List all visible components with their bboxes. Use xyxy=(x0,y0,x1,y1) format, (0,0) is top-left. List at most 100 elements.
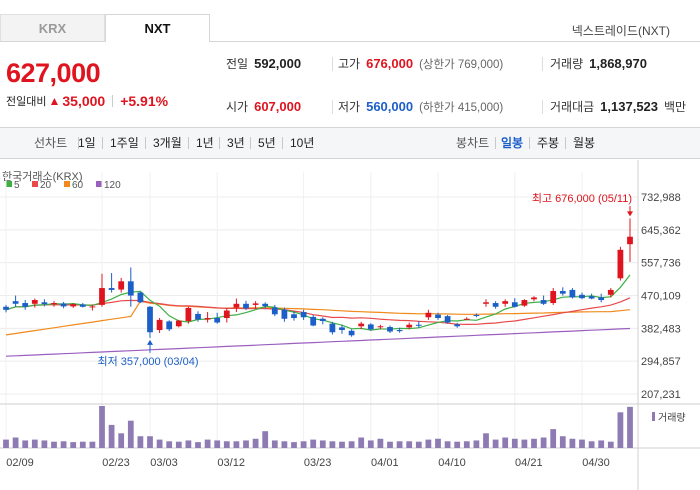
volume-bar xyxy=(99,406,105,448)
candle xyxy=(569,289,576,298)
candle xyxy=(233,303,240,308)
candle xyxy=(511,302,518,307)
candle-weekly[interactable]: 주봉 xyxy=(537,136,560,150)
volume-bar xyxy=(70,442,77,448)
y-tick-label: 732,988 xyxy=(641,192,681,204)
candle xyxy=(79,304,86,307)
chart-toolbar: 선차트 1일 1주일 3개월 1년 3년 5년 10년 봉차트 일봉 주봉 월봉 xyxy=(0,127,700,159)
tab-nxt[interactable]: NXT xyxy=(105,14,210,42)
legend-swatch xyxy=(96,181,102,187)
period-10y[interactable]: 10년 xyxy=(290,136,315,150)
candle xyxy=(435,314,441,319)
stat-prev-close: 전일 592,000 xyxy=(226,55,301,72)
volume-bar xyxy=(454,441,461,448)
candle xyxy=(108,288,115,290)
volume-bar xyxy=(329,441,336,448)
volume-bar xyxy=(492,439,499,448)
candle xyxy=(41,302,48,305)
volume-bar xyxy=(617,412,624,448)
candle xyxy=(12,301,19,304)
period-3y[interactable]: 3년 xyxy=(227,136,245,150)
candle xyxy=(243,303,249,309)
volume-chart: 거래량 xyxy=(3,406,686,448)
volume-bar xyxy=(387,441,393,448)
market-name: 넥스트레이드(NXT) xyxy=(571,24,670,38)
candle-monthly[interactable]: 월봉 xyxy=(573,136,596,150)
period-5y[interactable]: 5년 xyxy=(258,136,276,150)
period-1y[interactable]: 1년 xyxy=(196,136,214,150)
volume-bar xyxy=(531,438,537,448)
volume-bar xyxy=(127,420,134,448)
candle xyxy=(271,307,278,315)
period-1d[interactable]: 1일 xyxy=(78,136,96,150)
volume-bar xyxy=(156,439,163,448)
candle-daily[interactable]: 일봉 xyxy=(501,136,524,150)
candle xyxy=(367,324,374,330)
volume-bar xyxy=(511,438,518,448)
candle xyxy=(3,306,9,310)
volume-bar xyxy=(377,438,384,448)
stat-label: 저가 xyxy=(338,100,361,114)
x-axis: 02/09 02/23 03/03 03/12 03/23 04/01 04/10 04/21… xyxy=(6,457,610,469)
ma60-line xyxy=(5,300,631,336)
period-3m[interactable]: 3개월 xyxy=(153,136,182,150)
stat-label: 시가 xyxy=(226,100,249,114)
candle xyxy=(166,321,173,330)
moving-averages xyxy=(5,274,631,357)
candle xyxy=(31,300,38,304)
volume-bar xyxy=(521,439,528,448)
stat-value: 676,000 xyxy=(366,56,414,71)
stat-label: 거래대금 xyxy=(550,100,595,114)
volume-bar xyxy=(550,429,557,448)
volume-bar xyxy=(51,441,57,448)
volume-bar xyxy=(569,438,576,448)
x-tick-label: 02/23 xyxy=(102,457,130,469)
ma120-line xyxy=(5,327,631,357)
candle xyxy=(89,306,96,308)
volume-bar xyxy=(31,439,38,448)
candle xyxy=(377,326,384,328)
candle xyxy=(588,296,595,299)
candle xyxy=(425,312,432,318)
volume-label: 거래량 xyxy=(658,412,686,424)
y-tick-label: 294,857 xyxy=(641,356,681,368)
candle xyxy=(415,324,422,326)
volume-bar xyxy=(358,437,365,448)
stat-label: 거래량 xyxy=(550,57,584,71)
price-change: 전일대비 ▲ 35,000 +5.91% xyxy=(6,93,168,109)
candle xyxy=(463,318,470,320)
volume-bar xyxy=(41,440,48,448)
candle xyxy=(204,318,211,320)
x-tick-label: 04/30 xyxy=(582,457,610,469)
candle xyxy=(319,318,326,322)
x-tick-label: 04/01 xyxy=(371,457,399,469)
candle xyxy=(348,330,355,336)
volume-bar xyxy=(195,442,201,448)
volume-bar xyxy=(463,441,470,448)
period-1w[interactable]: 1주일 xyxy=(110,136,139,150)
volume-bar xyxy=(425,439,432,448)
line-chart-label: 선차트 xyxy=(34,136,68,150)
up-triangle-icon: ▲ xyxy=(48,94,61,108)
ma20-line xyxy=(5,297,631,326)
candle xyxy=(60,303,67,307)
volume-bar xyxy=(598,440,605,448)
volume-bar xyxy=(444,441,451,448)
candle xyxy=(521,300,528,306)
tab-krx[interactable]: KRX xyxy=(0,14,105,42)
volume-bar xyxy=(319,440,326,448)
candle xyxy=(339,327,345,331)
legend-swatch xyxy=(32,181,38,187)
candle xyxy=(252,303,259,305)
stat-high: 고가 676,000 (상한가 769,000) xyxy=(338,55,503,72)
stat-value: 592,000 xyxy=(254,56,302,71)
low-arrow-head xyxy=(147,339,153,345)
candle xyxy=(396,330,403,332)
legend-swatch xyxy=(64,181,70,187)
candle xyxy=(406,324,413,328)
candle xyxy=(483,302,489,304)
price-stats: 전일 592,000 고가 676,000 (상한가 769,000) 거래량 … xyxy=(210,48,700,120)
candle xyxy=(454,324,461,327)
volume-bar xyxy=(473,440,480,448)
volume-bar xyxy=(243,440,249,448)
